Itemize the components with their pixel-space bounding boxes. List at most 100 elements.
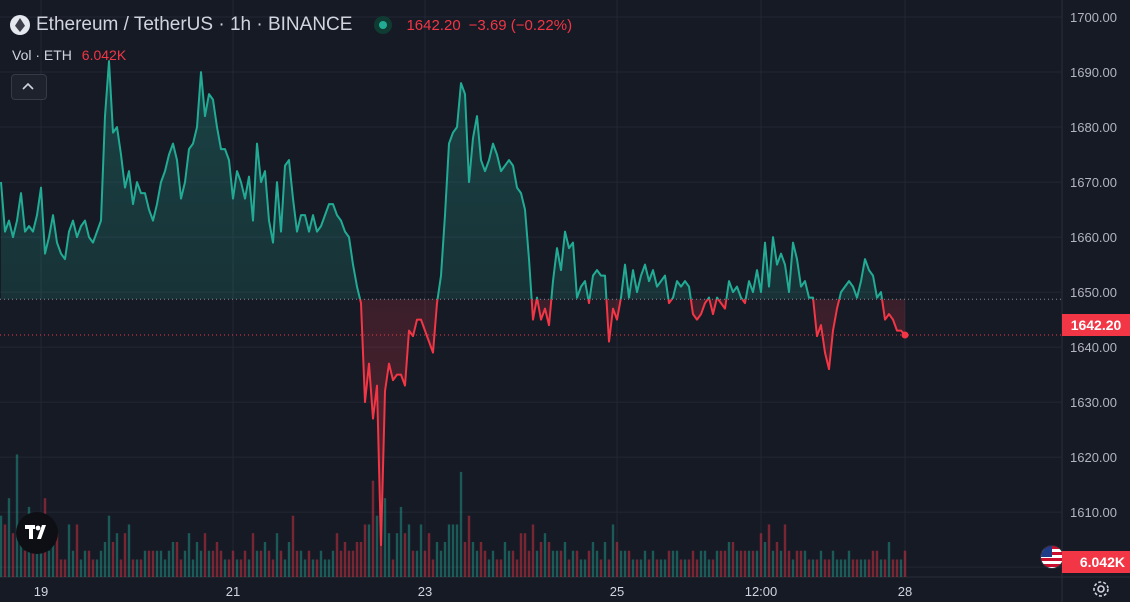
volume-bar xyxy=(95,559,99,577)
volume-bar xyxy=(223,559,227,577)
volume-bar xyxy=(523,533,527,577)
volume-bar xyxy=(91,559,95,577)
volume-bar xyxy=(767,524,771,577)
volume-bar xyxy=(887,541,891,577)
volume-bar xyxy=(827,559,831,577)
volume-bar xyxy=(31,550,35,577)
volume-bar xyxy=(663,559,667,577)
volume-bar xyxy=(239,559,243,577)
volume-bar xyxy=(355,541,359,577)
volume-bar xyxy=(483,550,487,577)
volume-bar xyxy=(107,515,111,577)
volume-bar xyxy=(635,559,639,577)
volume-bar xyxy=(743,550,747,577)
volume-bar xyxy=(795,550,799,577)
volume-bar xyxy=(463,541,467,577)
volume-bar xyxy=(583,559,587,577)
volume-bar xyxy=(155,550,159,577)
volume-bar xyxy=(683,559,687,577)
volume-bar xyxy=(779,550,783,577)
volume-bar xyxy=(0,515,3,577)
volume-bar xyxy=(215,541,219,577)
volume-bar xyxy=(611,524,615,577)
ethereum-logo-icon xyxy=(10,15,30,35)
volume-bar xyxy=(123,533,127,577)
volume-bar xyxy=(351,550,355,577)
volume-bar xyxy=(775,541,779,577)
volume-bar xyxy=(875,550,879,577)
volume-bar xyxy=(751,550,755,577)
volume-bar xyxy=(507,550,511,577)
y-tick-label: 1660.00 xyxy=(1070,230,1117,245)
volume-bar xyxy=(135,559,139,577)
chevron-up-icon xyxy=(22,82,34,90)
volume-bar xyxy=(475,550,479,577)
volume-bar xyxy=(151,550,155,577)
volume-bar xyxy=(427,533,431,577)
volume-bar xyxy=(807,559,811,577)
gear-icon[interactable] xyxy=(1090,578,1112,600)
volume-bar xyxy=(175,541,179,577)
volume-bar xyxy=(115,533,119,577)
volume-bar xyxy=(619,550,623,577)
volume-bar xyxy=(339,550,343,577)
volume-bar xyxy=(435,541,439,577)
volume-bar xyxy=(791,559,795,577)
volume-bar xyxy=(731,541,735,577)
y-tick-label: 1630.00 xyxy=(1070,395,1117,410)
volume-bar xyxy=(391,559,395,577)
volume-bar xyxy=(595,550,599,577)
volume-bar xyxy=(755,550,759,577)
volume-bar xyxy=(35,533,39,577)
volume-bar xyxy=(631,559,635,577)
volume-bar xyxy=(823,559,827,577)
volume-bar xyxy=(287,541,291,577)
collapse-legend-button[interactable] xyxy=(11,74,47,100)
volume-bar xyxy=(231,550,235,577)
volume-bar xyxy=(275,533,279,577)
current-price-label: 1642.20 xyxy=(1062,314,1130,336)
volume-legend-label: Vol · ETH xyxy=(12,47,72,63)
volume-bar xyxy=(347,550,351,577)
volume-bar xyxy=(691,550,695,577)
volume-bar xyxy=(335,533,339,577)
volume-bar xyxy=(519,533,523,577)
volume-bar xyxy=(491,550,495,577)
volume-bar xyxy=(723,550,727,577)
volume-bar xyxy=(179,559,183,577)
volume-bar xyxy=(55,533,59,577)
x-tick-label: 25 xyxy=(610,584,624,599)
volume-bar xyxy=(315,559,319,577)
volume-bar xyxy=(163,559,167,577)
volume-bar xyxy=(359,541,363,577)
tradingview-logo-icon[interactable] xyxy=(16,512,58,554)
volume-bar xyxy=(67,524,71,577)
volume-bar xyxy=(891,559,895,577)
volume-bar xyxy=(803,550,807,577)
volume-bar xyxy=(79,559,83,577)
volume-bar xyxy=(527,550,531,577)
volume-bar xyxy=(87,550,91,577)
volume-bar xyxy=(771,550,775,577)
volume-bar xyxy=(651,550,655,577)
volume-bar xyxy=(75,524,79,577)
volume-bar xyxy=(835,559,839,577)
volume-bar xyxy=(451,524,455,577)
symbol-title[interactable]: Ethereum / TetherUS · 1h · BINANCE xyxy=(36,14,353,35)
volume-bar xyxy=(735,550,739,577)
volume-bar xyxy=(727,541,731,577)
volume-bar xyxy=(279,550,283,577)
volume-bar xyxy=(499,559,503,577)
y-tick-label: 1690.00 xyxy=(1070,65,1117,80)
volume-bar xyxy=(443,541,447,577)
volume-bar xyxy=(819,550,823,577)
volume-bar xyxy=(131,559,135,577)
volume-bar xyxy=(459,471,463,577)
volume-bar xyxy=(879,559,883,577)
volume-bar xyxy=(783,524,787,577)
volume-bar xyxy=(511,550,515,577)
volume-bar xyxy=(211,550,215,577)
x-tick-label: 19 xyxy=(34,584,48,599)
volume-bar xyxy=(171,541,175,577)
